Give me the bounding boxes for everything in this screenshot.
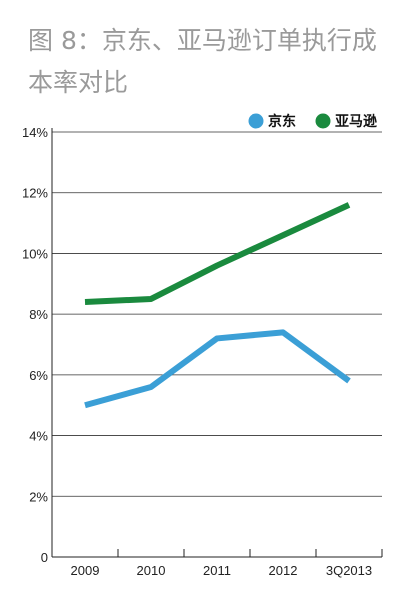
x-tick-label: 2011	[203, 563, 231, 578]
y-tick-label: 2%	[29, 489, 48, 504]
y-tick-label: 0	[41, 550, 48, 565]
x-tick-label: 3Q2013	[326, 563, 372, 578]
y-tick-label: 14%	[22, 125, 48, 140]
chart-title-line-2: 本率对比	[28, 68, 129, 97]
x-tick-label: 2010	[137, 563, 166, 578]
y-tick-label: 8%	[29, 307, 48, 322]
chart-title-line-1: 图 8：京东、亚马逊订单执行成	[28, 26, 377, 55]
legend-marker-1	[248, 113, 264, 129]
series-line-1	[84, 329, 351, 409]
x-tick-label: 2009	[71, 563, 100, 578]
y-tick-label: 6%	[29, 368, 48, 383]
legend-label-2: 亚马逊	[335, 114, 377, 130]
x-tick-label: 2012	[269, 563, 298, 578]
y-tick-label: 10%	[22, 246, 48, 261]
y-tick-label: 4%	[29, 429, 48, 444]
series-line-2	[84, 202, 351, 305]
legend-label-1: 京东	[268, 113, 296, 130]
legend-marker-2	[315, 113, 331, 129]
y-tick-label: 12%	[22, 186, 48, 201]
